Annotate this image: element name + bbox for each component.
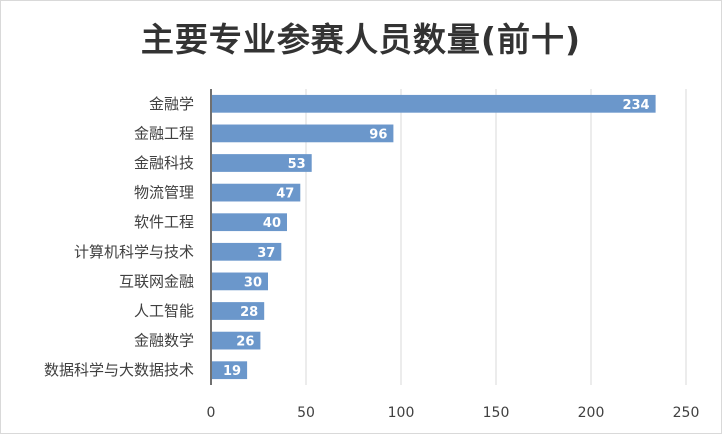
category-label: 物流管理 — [134, 184, 194, 202]
data-label: 96 — [369, 127, 387, 142]
category-label: 金融学 — [149, 95, 194, 113]
category-label: 人工智能 — [134, 302, 194, 320]
category-label: 互联网金融 — [119, 272, 194, 290]
bar — [212, 331, 261, 350]
bar — [212, 361, 248, 380]
x-tick-label: 200 — [578, 405, 605, 421]
data-label: 40 — [263, 216, 281, 231]
data-label: 30 — [244, 275, 262, 290]
bar — [212, 302, 265, 320]
data-label: 26 — [236, 335, 254, 350]
x-tick-label: 50 — [297, 405, 315, 421]
data-label: 234 — [622, 98, 649, 113]
bar — [212, 272, 268, 291]
x-tick-label: 150 — [483, 405, 510, 421]
bar — [212, 94, 656, 113]
category-label: 计算机科学与技术 — [74, 243, 194, 261]
bars — [212, 94, 656, 380]
bar — [212, 183, 301, 202]
data-label: 28 — [240, 305, 258, 320]
category-label: 金融数学 — [134, 332, 194, 350]
bar — [212, 154, 312, 172]
bar — [212, 213, 287, 232]
data-label: 37 — [257, 246, 275, 261]
x-tick-label: 250 — [673, 405, 700, 421]
chart-title: 主要专业参赛人员数量(前十) — [140, 20, 582, 59]
category-label: 金融科技 — [134, 154, 194, 172]
category-label: 金融工程 — [134, 124, 194, 142]
data-label: 19 — [223, 364, 241, 379]
bar — [212, 242, 282, 261]
category-label: 软件工程 — [134, 213, 194, 231]
data-label: 47 — [276, 187, 294, 202]
bar — [212, 124, 394, 143]
x-tick-label: 100 — [388, 405, 415, 421]
data-label: 53 — [288, 157, 306, 172]
x-tick-label: 0 — [207, 405, 216, 421]
category-label: 数据科学与大数据技术 — [44, 361, 194, 379]
labels: 0 50 100 150 200 250 金融学 234 金融工程 96 金融科技 53 物流管理 47 软… — [44, 95, 699, 421]
